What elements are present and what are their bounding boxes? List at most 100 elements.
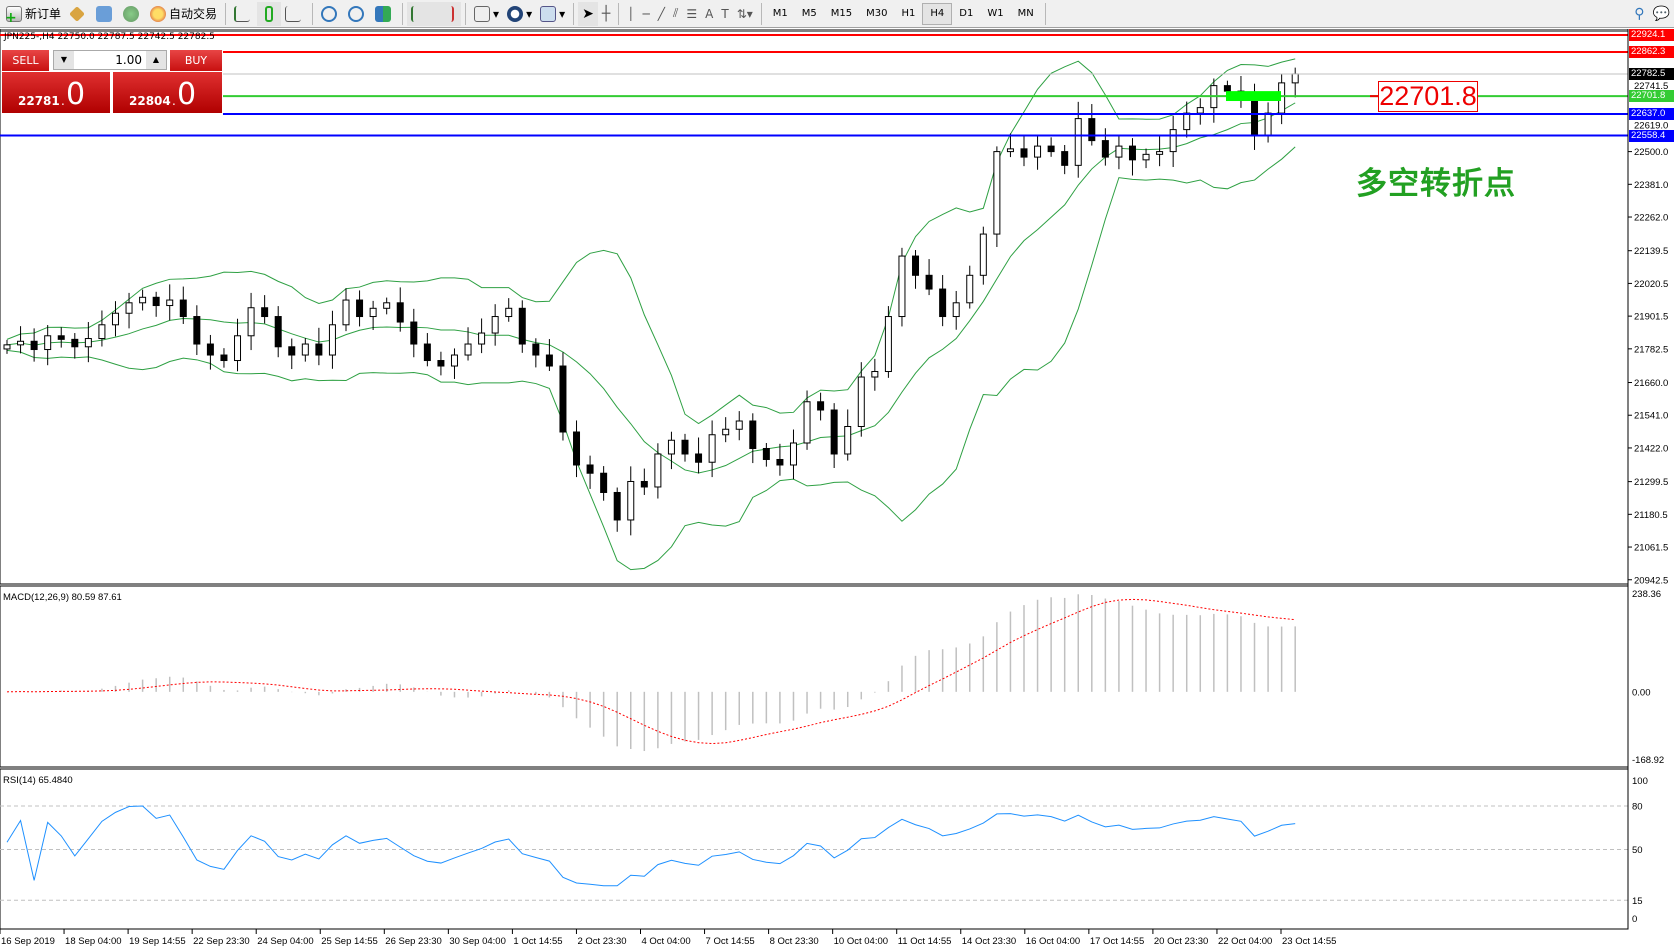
chat-button[interactable]: 💬	[1649, 2, 1674, 26]
vertical-line-button[interactable]: │	[623, 2, 638, 26]
time-axis-label: 7 Oct 14:55	[706, 936, 755, 947]
period-mn[interactable]: MN	[1017, 8, 1034, 19]
candlestick-button[interactable]	[257, 1, 282, 26]
gold-icon	[69, 5, 85, 22]
candle-bull	[17, 340, 25, 346]
indicators-button[interactable]: ▾	[470, 2, 503, 26]
annotation-text[interactable]: 多空转折点	[1356, 166, 1516, 202]
search-button[interactable]: ⚲	[1630, 2, 1648, 26]
price-axis-label: 22500.0	[1634, 147, 1668, 158]
rsi-label: RSI(14) 65.4840	[3, 775, 73, 786]
candle-bear	[1128, 145, 1136, 161]
time-axis-label: 23 Oct 14:55	[1282, 936, 1336, 947]
horizontal-line-button[interactable]: ─	[639, 2, 654, 26]
lot-increase-button[interactable]: ▲	[146, 51, 166, 69]
cursor-button[interactable]: ➤	[578, 1, 598, 26]
period-h1[interactable]: H1	[901, 8, 916, 19]
candle-bull	[789, 442, 797, 466]
buy-price[interactable]: 22804 . 0	[113, 72, 222, 113]
signal-button[interactable]	[119, 2, 146, 26]
candle-bear	[586, 464, 594, 474]
time-axis-label: 10 Oct 04:00	[834, 936, 888, 947]
templates-icon	[540, 5, 557, 22]
periods-button[interactable]: ▾	[503, 2, 536, 26]
period-m1[interactable]: M1	[772, 8, 788, 19]
gold-button[interactable]	[65, 2, 92, 26]
price-label-22701[interactable]: 22701.8	[1378, 81, 1478, 112]
macd-signal-line	[6, 598, 1296, 745]
crosshair-button[interactable]: ┼	[598, 2, 614, 26]
candle-bull	[966, 274, 974, 304]
macd-label: MACD(12,26,9) 80.59 87.61	[3, 592, 122, 603]
rsi-axis-label: 50	[1632, 845, 1643, 856]
sell-button[interactable]: SELL	[2, 50, 49, 71]
bar-chart-button[interactable]	[230, 2, 257, 26]
terminal-button[interactable]	[92, 2, 119, 26]
arrows-button[interactable]: ⇅▾	[733, 2, 757, 26]
toolbar-separator	[573, 2, 575, 25]
level-price-tag[interactable]: 22782.5	[1629, 67, 1674, 80]
candle-bear	[1061, 151, 1069, 166]
sell-price[interactable]: 22781 . 0	[2, 72, 110, 113]
time-axis-label: 24 Sep 04:00	[257, 936, 314, 947]
auto-trading-button[interactable]: 自动交易	[146, 2, 221, 26]
trendline-button[interactable]: ╱	[654, 2, 669, 26]
rsi-axis-label: 80	[1632, 802, 1643, 813]
candle-bull	[491, 316, 499, 334]
zoom-in-button[interactable]	[317, 2, 344, 26]
period-d1[interactable]: D1	[959, 8, 974, 19]
price-axis-label: 21422.0	[1634, 443, 1668, 454]
bollinger-middle	[6, 102, 1296, 474]
price-axis-label: 22619.0	[1634, 121, 1668, 132]
candle-bear	[396, 302, 404, 323]
level-price-tag[interactable]: 22637.0	[1629, 107, 1674, 120]
candle-bear	[532, 343, 540, 356]
candle-bull	[1156, 151, 1164, 155]
chart-shift-button[interactable]	[434, 1, 462, 26]
candle-bull	[478, 332, 486, 345]
lot-decrease-button[interactable]: ▼	[54, 51, 74, 69]
candle-bear	[925, 274, 933, 290]
level-price-tag[interactable]: 22701.8	[1629, 90, 1674, 103]
time-axis-label: 4 Oct 04:00	[642, 936, 691, 947]
period-h4[interactable]: H4	[922, 2, 953, 25]
period-m5[interactable]: M5	[801, 8, 817, 19]
one-click-trading-panel: SELL ▼ 1.00 ▲ BUY 22781 . 0 22804 . 0	[2, 50, 222, 113]
fibonacci-channel-button[interactable]: ⫽	[669, 2, 682, 26]
candle-bull	[627, 480, 635, 521]
level-price-tag[interactable]: 22924.1	[1629, 29, 1674, 41]
sell-price-dot: .	[61, 94, 65, 108]
period-m15[interactable]: M15	[830, 8, 853, 19]
green-marker	[1226, 91, 1281, 102]
zoom-out-button[interactable]	[344, 2, 371, 26]
candle-bear	[1088, 118, 1096, 142]
level-price-tag[interactable]: 22862.3	[1629, 46, 1674, 58]
candle-bear	[1101, 140, 1109, 158]
candle-bear	[261, 307, 269, 318]
fibonacci-button[interactable]: ☰	[682, 2, 701, 26]
signal-icon	[123, 5, 140, 22]
chart-canvas[interactable]: 22500.0 22381.0 22262.0 22139.5 22020.5 21901…	[0, 29, 1674, 950]
line-chart-button[interactable]	[281, 2, 308, 26]
candle-bull	[3, 344, 11, 350]
new-order-button[interactable]: + 新订单	[2, 2, 65, 26]
candle-bear	[640, 480, 648, 488]
price-axis-label: 21299.5	[1634, 477, 1668, 488]
tile-windows-button[interactable]	[371, 2, 398, 26]
price-axis-label: 21901.5	[1634, 312, 1668, 323]
text-label-button[interactable]: T	[717, 2, 732, 26]
chat-icon: 💬	[1652, 5, 1670, 22]
period-w1[interactable]: W1	[987, 8, 1004, 19]
candle-bull	[98, 324, 106, 340]
autoscroll-button[interactable]	[407, 1, 435, 26]
buy-button[interactable]: BUY	[170, 50, 222, 71]
fibonacci-channel-icon: ⫽	[673, 6, 679, 20]
text-button[interactable]: A	[701, 2, 717, 26]
templates-button[interactable]: ▾	[536, 2, 569, 26]
period-m30[interactable]: M30	[866, 8, 888, 19]
lot-size-field[interactable]: ▼ 1.00 ▲	[53, 50, 167, 70]
candle-bear	[695, 453, 703, 463]
level-price-tag[interactable]: 22558.4	[1629, 129, 1674, 142]
new-order-icon: +	[5, 5, 22, 25]
candle-bear	[315, 343, 323, 356]
